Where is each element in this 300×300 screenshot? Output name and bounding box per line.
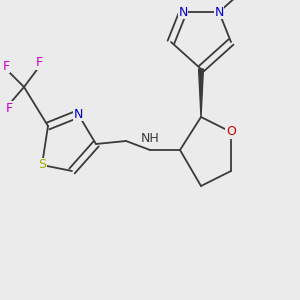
Text: N: N: [73, 107, 83, 121]
Text: NH: NH: [141, 131, 159, 145]
Text: F: F: [2, 59, 10, 73]
Text: S: S: [38, 158, 46, 172]
Text: N: N: [178, 5, 188, 19]
Text: O: O: [226, 125, 236, 139]
Text: F: F: [35, 56, 43, 70]
Text: F: F: [5, 101, 13, 115]
Text: N: N: [214, 5, 224, 19]
Polygon shape: [199, 69, 203, 117]
